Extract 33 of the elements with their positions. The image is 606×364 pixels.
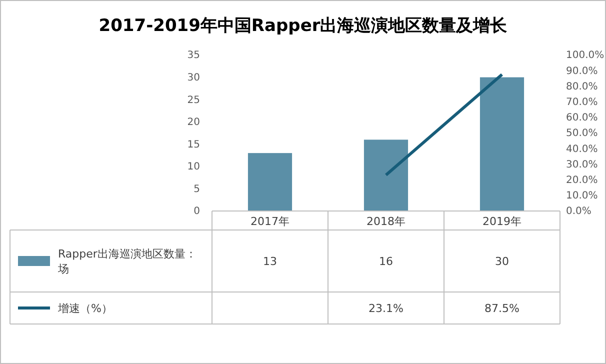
y-tick-label: 25 bbox=[187, 94, 200, 106]
data-label: 13 bbox=[263, 255, 277, 268]
x-tick-label: 2017年 bbox=[250, 215, 290, 228]
y-tick-label: 5 bbox=[194, 184, 200, 195]
y2-tick-label: 50.0% bbox=[566, 128, 598, 140]
x-tick-label: 2019年 bbox=[482, 215, 522, 228]
y2-tick-label: 100.0% bbox=[566, 50, 604, 62]
y-tick-label: 20 bbox=[187, 117, 200, 128]
y2-tick-label: 80.0% bbox=[566, 81, 598, 92]
data-label: 87.5% bbox=[484, 302, 520, 315]
y-tick-label: 30 bbox=[187, 72, 200, 84]
bar bbox=[248, 153, 292, 211]
data-label: 16 bbox=[379, 255, 393, 268]
x-tick-label: 2018年 bbox=[366, 215, 406, 228]
y2-tick-label: 40.0% bbox=[566, 144, 598, 155]
y2-tick-label: 30.0% bbox=[566, 159, 598, 170]
y-tick-label: 15 bbox=[187, 139, 200, 150]
y2-tick-label: 90.0% bbox=[566, 66, 598, 77]
chart-title: 2017-2019年中国Rapper出海巡演地区数量及增长 bbox=[98, 16, 508, 36]
y-tick-label: 0 bbox=[194, 206, 200, 218]
data-label: 23.1% bbox=[368, 302, 404, 315]
bar bbox=[480, 77, 524, 211]
y2-tick-label: 0.0% bbox=[566, 206, 592, 218]
data-label: 30 bbox=[495, 255, 509, 268]
y-tick-label: 10 bbox=[187, 162, 200, 173]
legend-label: 增速（%） bbox=[57, 302, 112, 315]
legend-label: Rapper出海巡演地区数量：场 bbox=[57, 248, 196, 276]
y2-tick-label: 20.0% bbox=[566, 175, 598, 186]
y2-tick-label: 60.0% bbox=[566, 112, 598, 124]
y2-tick-label: 70.0% bbox=[566, 97, 598, 108]
y2-tick-label: 10.0% bbox=[566, 190, 598, 202]
y-tick-label: 35 bbox=[187, 50, 200, 62]
bar bbox=[364, 140, 408, 211]
